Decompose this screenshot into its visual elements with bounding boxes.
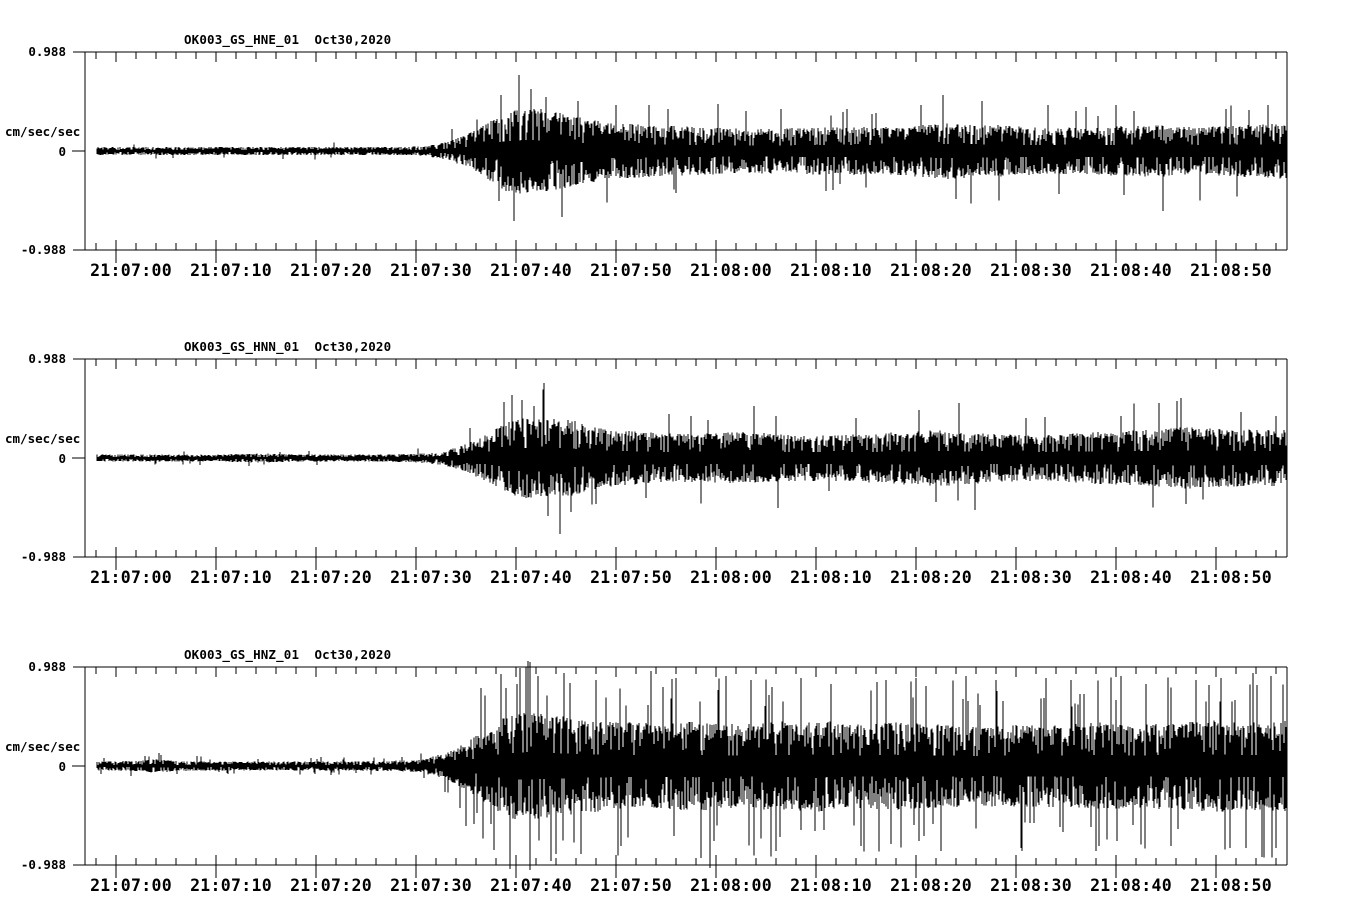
seismic-trace-ok003_gs_hnn_01 [96,382,1287,535]
y-tick-label-zero: 0 [58,759,66,774]
x-tick-label: 21:08:10 [790,261,872,280]
x-tick-label: 21:07:30 [390,568,472,587]
y-axis-units-label: cm/sec/sec [5,431,81,446]
x-tick-label: 21:08:00 [690,568,772,587]
x-tick-label: 21:08:10 [790,876,872,895]
x-tick-label: 21:08:20 [890,568,972,587]
seismic-trace-ok003_gs_hnz_01 [96,660,1287,871]
y-tick-label-max: 0.988 [28,659,66,674]
axes-frame [72,358,1288,570]
x-tick-label: 21:07:30 [390,261,472,280]
x-tick-label: 21:07:50 [590,261,672,280]
seismic-trace-ok003_gs_hne_01 [96,74,1287,222]
x-tick-label: 21:07:40 [490,568,572,587]
x-tick-label: 21:07:10 [190,261,272,280]
y-tick-label-max: 0.988 [28,351,66,366]
axes-frame [72,666,1288,878]
x-tick-label: 21:07:20 [290,876,372,895]
x-tick-label: 21:07:20 [290,568,372,587]
y-tick-label-zero: 0 [58,144,66,159]
x-tick-label: 21:07:40 [490,876,572,895]
x-tick-label: 21:08:50 [1190,876,1272,895]
x-tick-label: 21:08:00 [690,876,772,895]
x-tick-label: 21:08:30 [990,568,1072,587]
x-tick-label: 21:08:30 [990,261,1072,280]
x-tick-label: 21:08:20 [890,876,972,895]
x-tick-label: 21:08:00 [690,261,772,280]
x-tick-label: 21:07:40 [490,261,572,280]
x-tick-label: 21:07:00 [90,261,172,280]
x-tick-label: 21:08:40 [1090,568,1172,587]
x-tick-label: 21:08:50 [1190,261,1272,280]
x-tick-label: 21:08:50 [1190,568,1272,587]
x-tick-label: 21:08:10 [790,568,872,587]
x-tick-label: 21:07:00 [90,876,172,895]
trace-title: OK003_GS_HNN_01 Oct30,2020 [184,339,392,354]
trace-title: OK003_GS_HNE_01 Oct30,2020 [184,32,392,47]
x-tick-label: 21:07:50 [590,876,672,895]
y-tick-label-zero: 0 [58,451,66,466]
x-tick-label: 21:08:40 [1090,876,1172,895]
y-axis-units-label: cm/sec/sec [5,739,81,754]
x-tick-label: 21:08:30 [990,876,1072,895]
x-tick-label: 21:07:50 [590,568,672,587]
x-tick-label: 21:07:00 [90,568,172,587]
x-tick-label: 21:07:30 [390,876,472,895]
x-tick-label: 21:07:10 [190,568,272,587]
y-axis-units-label: cm/sec/sec [5,124,81,139]
axes-frame [72,51,1288,263]
x-tick-label: 21:08:40 [1090,261,1172,280]
y-tick-label-max: 0.988 [28,44,66,59]
x-tick-label: 21:08:20 [890,261,972,280]
y-tick-label-min: -0.988 [20,549,66,564]
x-tick-label: 21:07:20 [290,261,372,280]
y-tick-label-min: -0.988 [20,857,66,872]
trace-title: OK003_GS_HNZ_01 Oct30,2020 [184,647,392,662]
y-tick-label-min: -0.988 [20,242,66,257]
x-tick-label: 21:07:10 [190,876,272,895]
